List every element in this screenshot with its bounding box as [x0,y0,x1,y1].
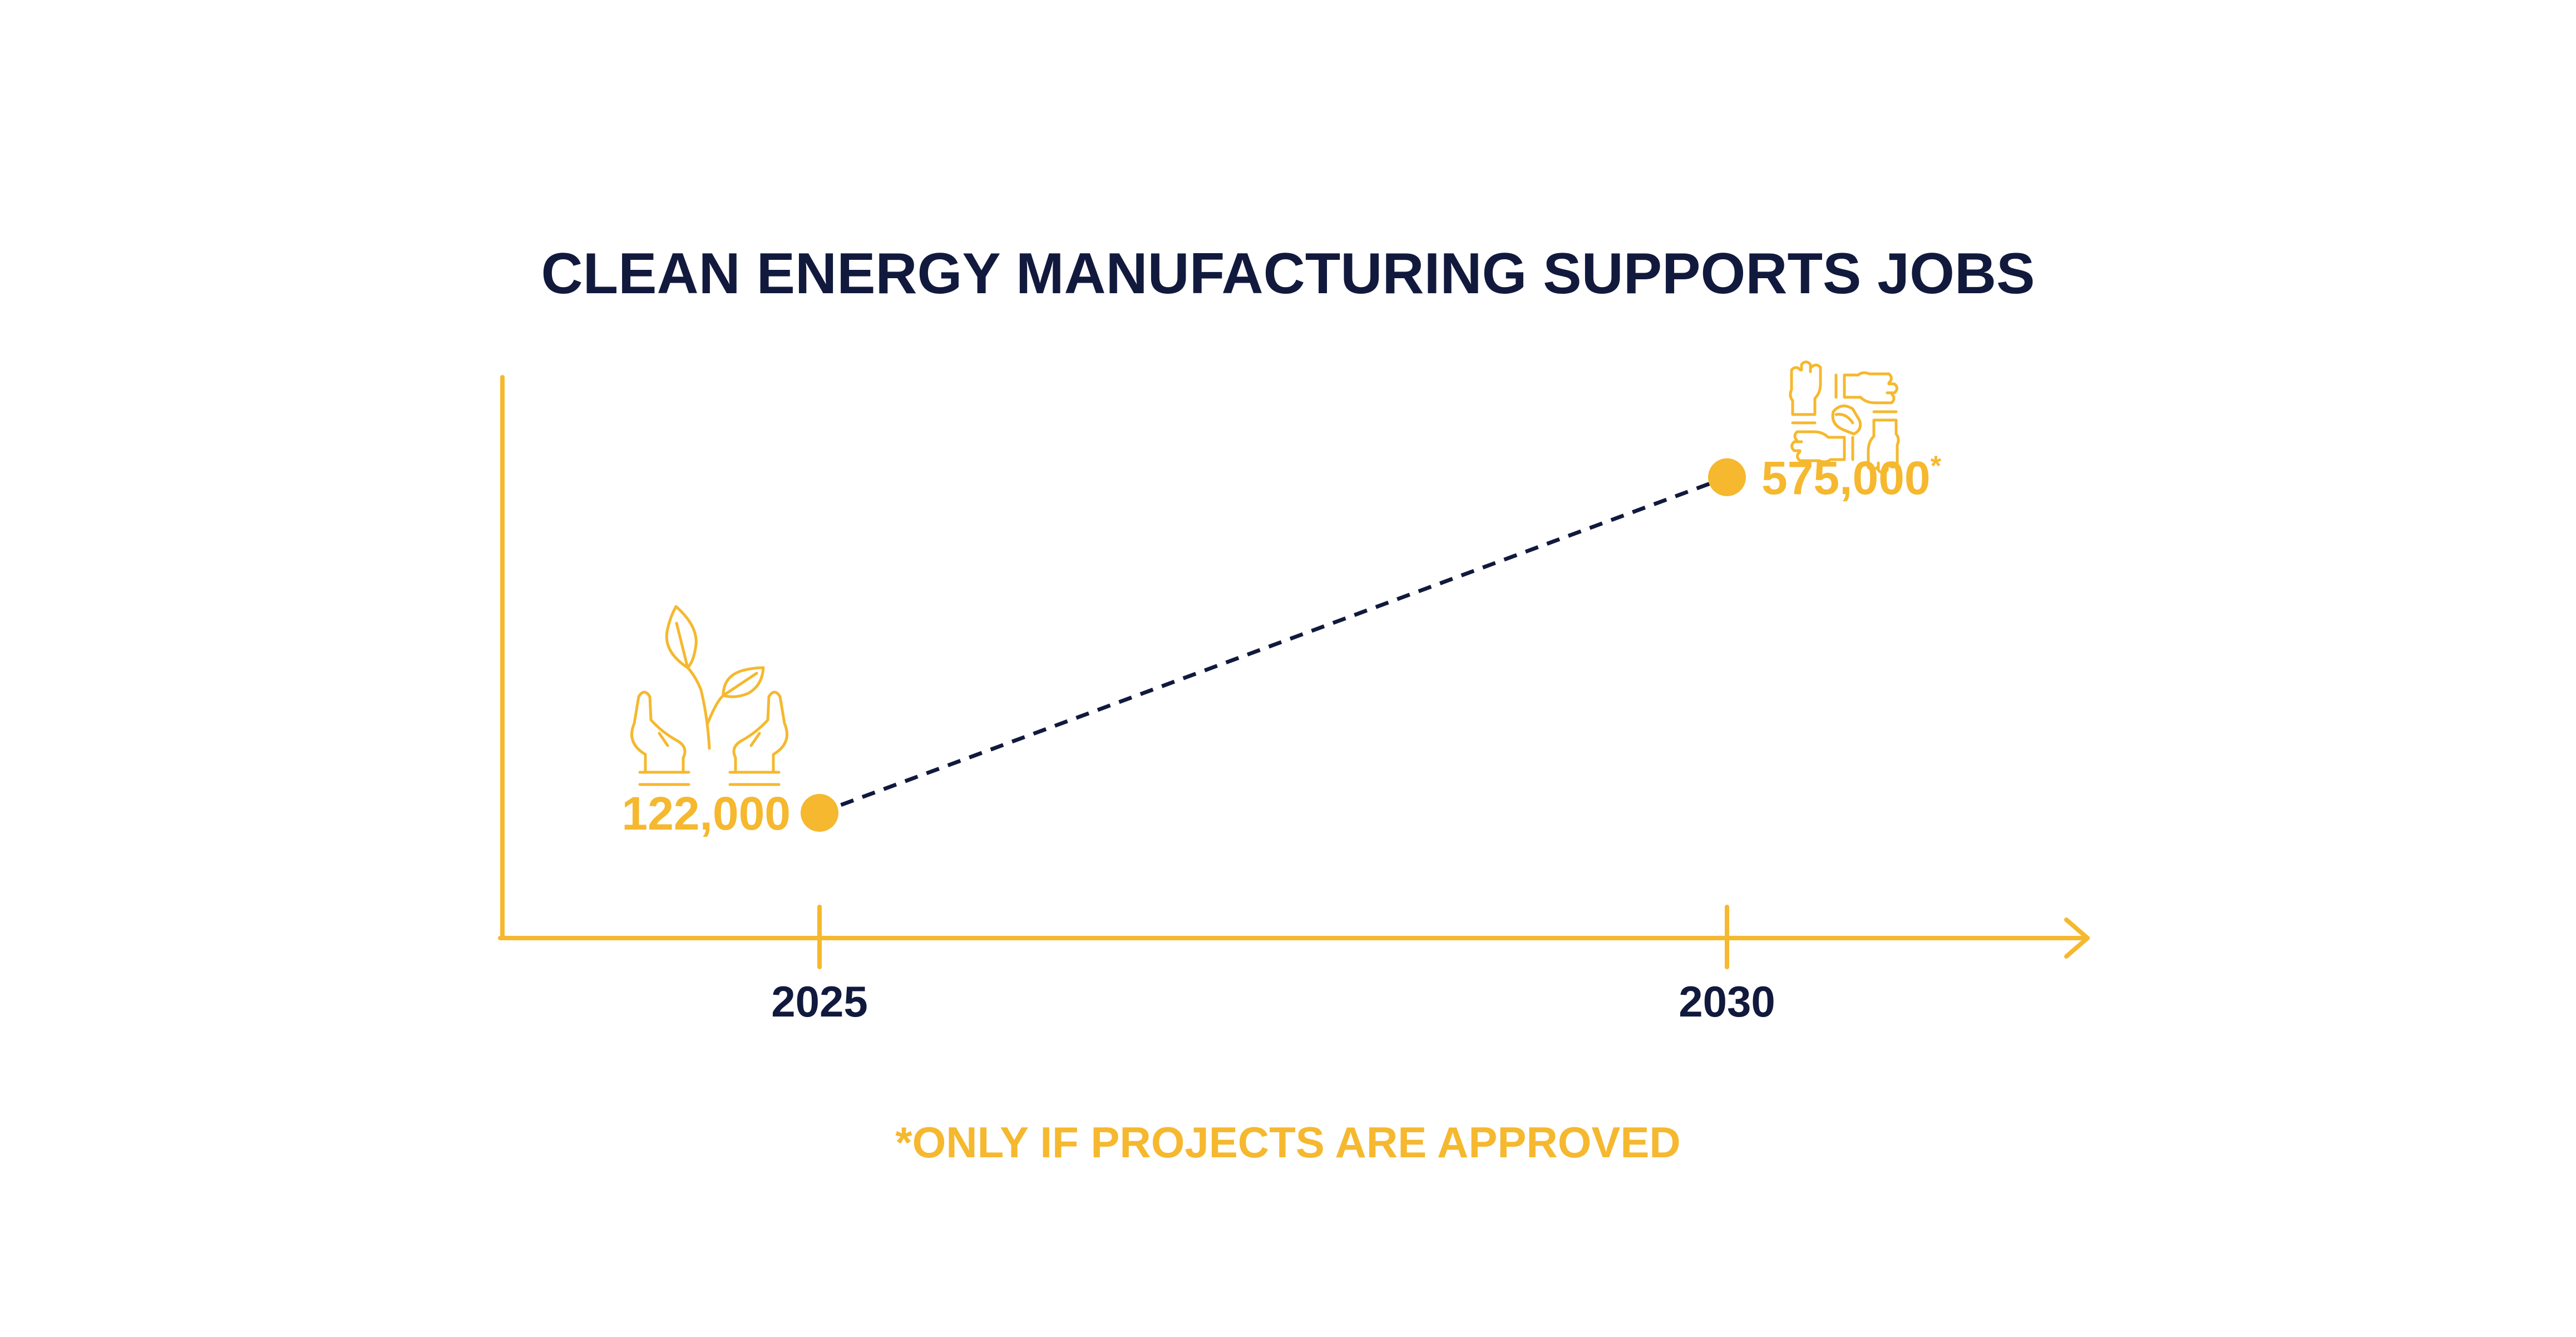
data-label-footnote-mark: * [1931,450,1942,481]
x-tick-label-2025: 2025 [771,977,868,1026]
x-axis-arrowhead [2064,917,2090,959]
axes [498,375,2090,959]
x-tick-label-2030: 2030 [1679,977,1775,1026]
data-points [801,458,1746,832]
series-line [818,475,1728,815]
data-point-2025 [801,793,838,832]
footnote: *ONLY IF PROJECTS ARE APPROVED [895,1118,1681,1167]
four-hands-teamwork-icon [1789,361,1900,474]
chart-title: CLEAN ENERGY MANUFACTURING SUPPORTS JOBS [541,241,2035,306]
data-point-2030 [1708,458,1746,496]
x-ticks: 2025 2030 [771,905,1775,1026]
hands-holding-plant-icon [630,605,788,786]
data-label-2025: 122,000 [621,787,791,840]
